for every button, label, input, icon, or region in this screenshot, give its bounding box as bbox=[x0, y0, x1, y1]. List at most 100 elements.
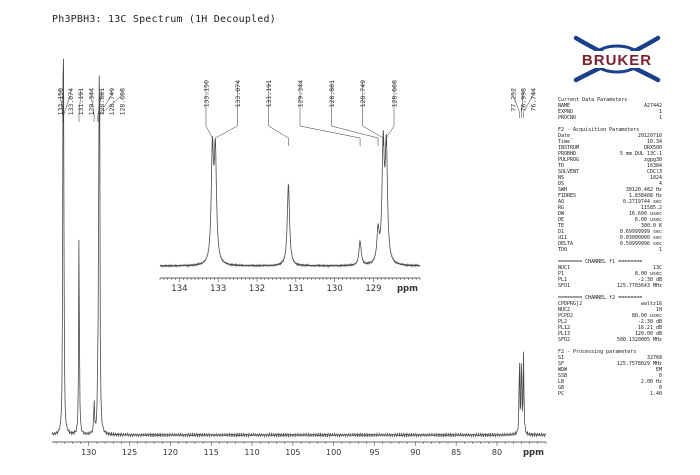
param-value: 5 mm DUL 13C-1 bbox=[619, 151, 662, 157]
param-key: NAME bbox=[558, 103, 571, 109]
param-value: waltz16 bbox=[640, 301, 662, 307]
param-value: CDCl3 bbox=[646, 169, 662, 175]
param-key: INSTRUM bbox=[558, 145, 580, 151]
param-row: d11 0.03000000 sec bbox=[558, 235, 662, 241]
param-row: DE 6.00 usec bbox=[558, 217, 662, 223]
param-key: FIDRES bbox=[558, 193, 577, 199]
channel-f2-header: ======== CHANNEL f2 ======== bbox=[558, 295, 643, 301]
peak-label-leader bbox=[268, 82, 289, 146]
param-row: Time 10.34 bbox=[558, 139, 662, 145]
param-row: LB 2.00 Hz bbox=[558, 379, 662, 385]
peak-label: 128.668 bbox=[119, 88, 127, 115]
param-value: 8.00 usec bbox=[634, 271, 662, 277]
param-row: SSB 0 bbox=[558, 373, 662, 379]
peak-label: 76.998 bbox=[520, 88, 528, 112]
param-row: CPDPRG[2 waltz16 bbox=[558, 301, 662, 307]
param-key: PC bbox=[558, 391, 565, 397]
param-key: SF bbox=[558, 361, 565, 367]
param-row: SFO1 125.7703643 MHz bbox=[558, 283, 662, 289]
param-key: SFO2 bbox=[558, 337, 571, 343]
param-row: GB 0 bbox=[558, 385, 662, 391]
param-row: FIDRES 1.838408 Hz bbox=[558, 193, 662, 199]
channel-f2-section: ======== CHANNEL f2 ======== CPDPRG[2 wal… bbox=[558, 295, 662, 343]
param-row: PL12 16.21 dB bbox=[558, 325, 662, 331]
peak-label-leader bbox=[331, 82, 379, 146]
param-value: 1 bbox=[658, 115, 662, 121]
peak-label-leader bbox=[78, 90, 81, 122]
param-row: TD0 1 bbox=[558, 247, 662, 253]
param-value: 0.03000000 sec bbox=[619, 235, 662, 241]
x-tick-label: 85 bbox=[451, 448, 461, 457]
param-row: PCPD2 80.00 usec bbox=[558, 313, 662, 319]
param-row: NAME A27442 bbox=[558, 103, 662, 109]
proc-params-section: F2 - Processing parameters SI 32768 SF 125.… bbox=[558, 349, 662, 397]
peak-label-leader bbox=[512, 90, 520, 118]
param-row: SI 32768 bbox=[558, 355, 662, 361]
param-row: SFO2 500.1320005 MHz bbox=[558, 337, 662, 343]
param-key: P1 bbox=[558, 271, 565, 277]
param-value: zgpg30 bbox=[643, 157, 662, 163]
param-row: PL13 120.00 dB bbox=[558, 331, 662, 337]
param-row: NUC1 13C bbox=[558, 265, 662, 271]
main-axis-unit: ppm bbox=[523, 448, 544, 458]
param-value: 6.00 usec bbox=[634, 217, 662, 223]
param-key: DW bbox=[558, 211, 565, 217]
param-row: P1 8.00 usec bbox=[558, 271, 662, 277]
param-row: TD 16384 bbox=[558, 163, 662, 169]
param-row: NS 1024 bbox=[558, 175, 662, 181]
param-value: 11585.2 bbox=[640, 205, 662, 211]
channel-f1-section: ======== CHANNEL f1 ======== NUC1 13C P1 8.… bbox=[558, 259, 662, 289]
param-value: 4 bbox=[658, 181, 662, 187]
param-row: SF 125.7578029 MHz bbox=[558, 361, 662, 367]
param-value: 1.40 bbox=[649, 391, 662, 397]
param-row: WDW EM bbox=[558, 367, 662, 373]
peak-label: 133.074 bbox=[234, 80, 242, 107]
param-key: LB bbox=[558, 379, 565, 385]
param-key: PL12 bbox=[558, 325, 571, 331]
param-value: 1 bbox=[658, 247, 662, 253]
param-value: 500.1320005 MHz bbox=[616, 337, 662, 343]
param-row: AQ 0.2719744 sec bbox=[558, 199, 662, 205]
param-value: -2.30 dB bbox=[637, 277, 662, 283]
param-key: SWH bbox=[558, 187, 568, 193]
param-key: RG bbox=[558, 205, 565, 211]
param-key: Time bbox=[558, 139, 571, 145]
peak-label-leader bbox=[59, 90, 64, 122]
peak-label: 128.881 bbox=[98, 88, 106, 115]
x-tick-label: 105 bbox=[285, 448, 300, 457]
param-row: RG 11585.2 bbox=[558, 205, 662, 211]
inset-axis-unit: ppm bbox=[397, 284, 418, 294]
param-value: 30120.482 Hz bbox=[625, 187, 662, 193]
peak-label-leader bbox=[386, 82, 395, 146]
param-row: DS 4 bbox=[558, 181, 662, 187]
param-value: 32768 bbox=[646, 355, 662, 361]
peak-label: 133.074 bbox=[67, 88, 75, 115]
param-value: 1.838408 Hz bbox=[628, 193, 662, 199]
param-value: 2.00 Hz bbox=[640, 379, 662, 385]
param-key: d11 bbox=[558, 235, 568, 241]
x-tick-label: 110 bbox=[244, 448, 259, 457]
param-key: NUC1 bbox=[558, 265, 571, 271]
x-tick-label: 90 bbox=[410, 448, 420, 457]
param-key: SFO1 bbox=[558, 283, 571, 289]
x-tick-label: 130 bbox=[81, 448, 96, 457]
param-value: 16.600 usec bbox=[628, 211, 662, 217]
x-tick-label: 80 bbox=[492, 448, 502, 457]
x-tick-label: 120 bbox=[163, 448, 178, 457]
param-row: PROBHD 5 mm DUL 13C-1 bbox=[558, 151, 662, 157]
param-value: 0 bbox=[658, 373, 662, 379]
param-row: EXPNO 1 bbox=[558, 109, 662, 115]
peak-label: 131.191 bbox=[265, 80, 273, 107]
param-row: SWH 30120.482 Hz bbox=[558, 187, 662, 193]
param-value: 0.69999999 sec bbox=[619, 229, 662, 235]
param-value: 20120710 bbox=[637, 133, 662, 139]
param-key: PL13 bbox=[558, 331, 571, 337]
peak-label: 129.344 bbox=[297, 80, 305, 107]
param-value: 16.21 dB bbox=[637, 325, 662, 331]
param-key: AQ bbox=[558, 199, 565, 205]
peak-label: 128.749 bbox=[108, 88, 116, 115]
param-key: TD0 bbox=[558, 247, 568, 253]
param-row: DELTA 0.59999996 sec bbox=[558, 241, 662, 247]
param-value: 10.34 bbox=[646, 139, 662, 145]
peak-label-leader bbox=[63, 90, 71, 122]
